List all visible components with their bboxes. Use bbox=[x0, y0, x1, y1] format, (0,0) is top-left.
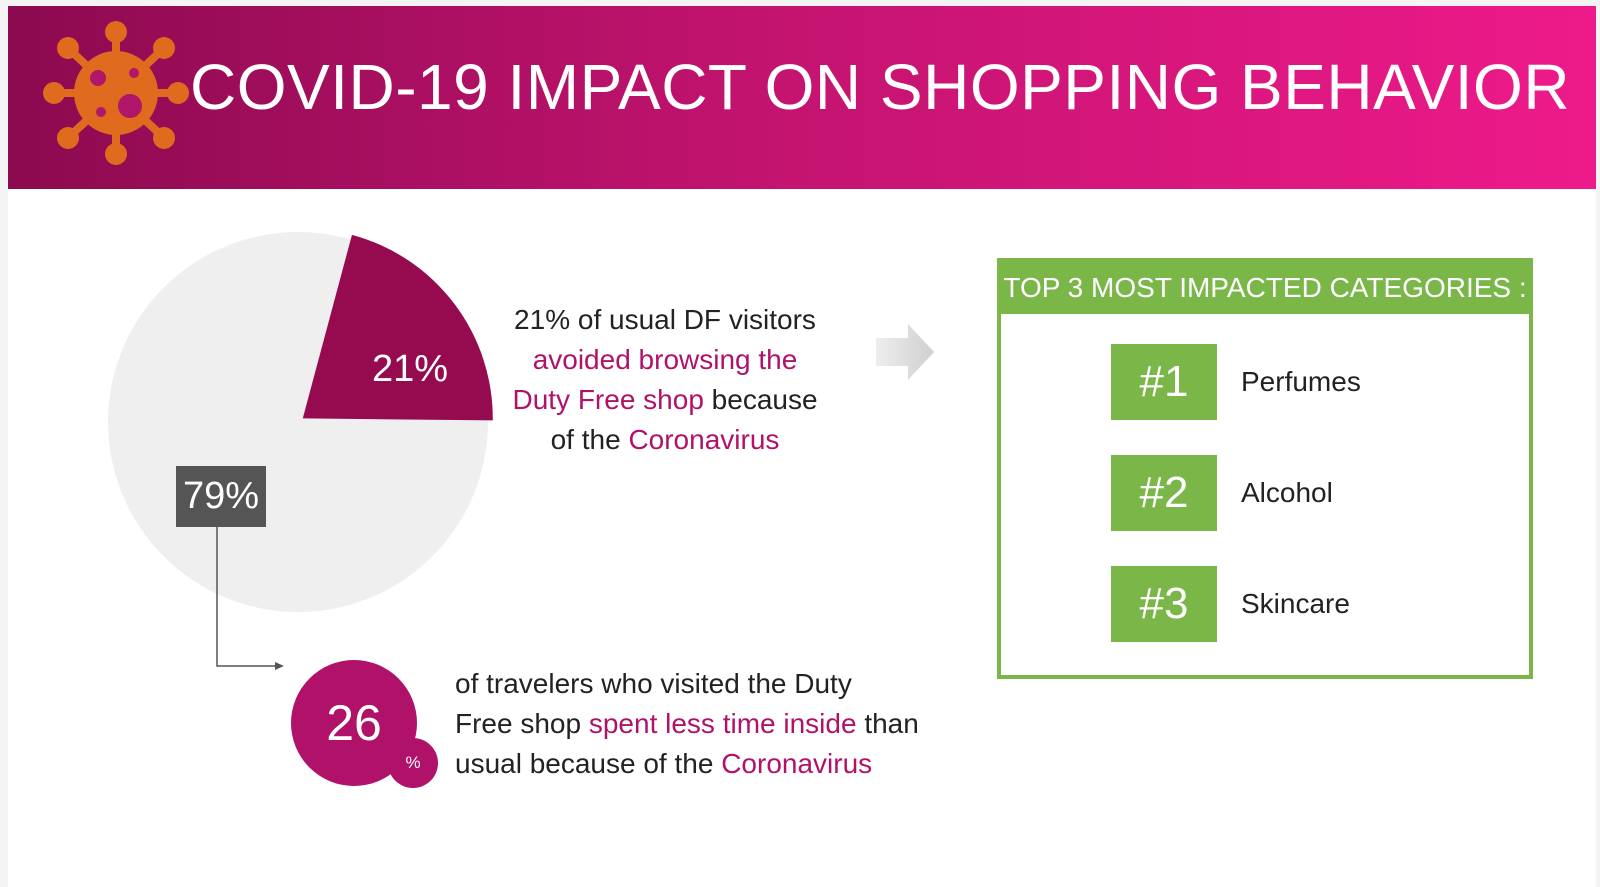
stat-avoided-highlight: avoided browsing the bbox=[532, 344, 798, 375]
categories-box: TOP 3 MOST IMPACTED CATEGORIES : #1 Perf… bbox=[997, 258, 1533, 679]
stat-time-usual: usual because of the bbox=[455, 748, 722, 779]
categories-header: TOP 3 MOST IMPACTED CATEGORIES : bbox=[1001, 262, 1529, 314]
stat-avoided-line1: 21% of usual DF visitors bbox=[514, 304, 816, 335]
stat-time-line1: of travelers who visited the Duty bbox=[455, 668, 852, 699]
category-rank: #3 bbox=[1111, 566, 1217, 642]
arrow-right-icon bbox=[876, 324, 934, 380]
category-name: Skincare bbox=[1241, 588, 1350, 619]
stat-avoided-of-the: of the bbox=[550, 424, 629, 455]
category-row: #3 Skincare bbox=[1111, 566, 1511, 642]
stat-time-highlight: spent less time inside bbox=[588, 708, 857, 739]
category-row: #2 Alcohol bbox=[1111, 455, 1511, 531]
header-banner bbox=[8, 6, 1596, 189]
stat-time-text: of travelers who visited the Duty Free s… bbox=[455, 664, 975, 784]
stat-avoided-shop: Duty Free shop bbox=[512, 384, 704, 415]
stat-time-coronavirus: Coronavirus bbox=[721, 748, 873, 779]
category-name: Alcohol bbox=[1241, 477, 1333, 508]
stat-avoided-because: because bbox=[703, 384, 818, 415]
slice-label-79: 79% bbox=[176, 466, 266, 527]
category-name: Perfumes bbox=[1241, 366, 1361, 397]
category-rank: #2 bbox=[1111, 455, 1217, 531]
page-title: COVID-19 IMPACT ON SHOPPING BEHAVIOR bbox=[190, 51, 1571, 123]
pie-slice-21 bbox=[302, 234, 493, 421]
stat-26-unit: % bbox=[388, 738, 438, 788]
virus-icon bbox=[43, 21, 189, 165]
category-row: #1 Perfumes bbox=[1111, 344, 1511, 420]
stat-time-free-shop: Free shop bbox=[455, 708, 589, 739]
stat-avoided-coronavirus: Coronavirus bbox=[628, 424, 780, 455]
stat-time-than: than bbox=[856, 708, 919, 739]
slice-label-21: 21% bbox=[372, 348, 449, 390]
pie-chart bbox=[108, 232, 493, 612]
stat-avoided-text: 21% of usual DF visitors avoided browsin… bbox=[490, 300, 840, 460]
category-rank: #1 bbox=[1111, 344, 1217, 420]
